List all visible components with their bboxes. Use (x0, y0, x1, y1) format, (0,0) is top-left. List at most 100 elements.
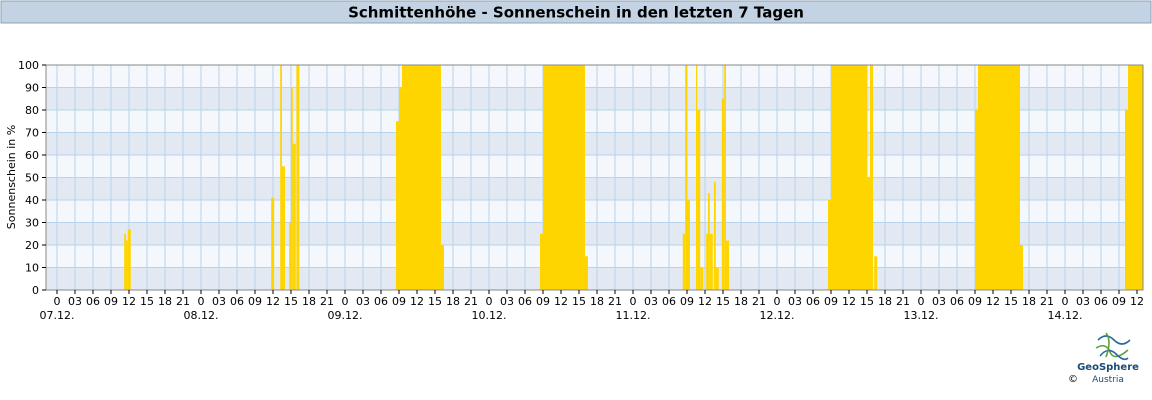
bar (431, 65, 435, 290)
x-tick-label: 15 (140, 295, 154, 308)
x-tick-label: 09 (680, 295, 694, 308)
bar (419, 65, 423, 290)
bar (404, 65, 408, 290)
y-tick-label: 60 (25, 149, 39, 162)
y-axis-label: Sonnenschein in % (5, 125, 18, 229)
x-tick-label: 0 (1061, 295, 1068, 308)
x-tick-label: 12 (266, 295, 280, 308)
bar (1010, 65, 1014, 290)
x-tick-label: 03 (932, 295, 946, 308)
x-tick-label: 18 (734, 295, 748, 308)
x-tick-label: 09 (824, 295, 838, 308)
x-tick-label: 03 (788, 295, 802, 308)
x-tick-label: 06 (518, 295, 532, 308)
bar (713, 182, 716, 290)
bar (548, 65, 552, 290)
bar (700, 267, 704, 290)
y-tick-label: 40 (25, 194, 39, 207)
bar (1127, 65, 1131, 290)
x-tick-label: 06 (662, 295, 676, 308)
x-tick-label: 0 (485, 295, 492, 308)
bar (863, 65, 867, 290)
x-tick-label: 09 (536, 295, 550, 308)
bar (709, 233, 713, 290)
bar (413, 65, 417, 290)
bar (686, 200, 690, 290)
day-label: 09.12. (327, 309, 362, 322)
bar (398, 87, 402, 290)
x-tick-label: 18 (446, 295, 460, 308)
x-tick-label: 0 (629, 295, 636, 308)
bar (860, 65, 864, 290)
y-tick-label: 90 (25, 82, 39, 95)
bar (545, 65, 549, 290)
x-tick-label: 18 (302, 295, 316, 308)
x-tick-label: 12 (842, 295, 856, 308)
grid-band (46, 155, 1143, 178)
bar (839, 65, 843, 290)
bar (706, 233, 708, 290)
bar (842, 65, 846, 290)
x-tick-label: 15 (284, 295, 298, 308)
x-tick-label: 18 (1022, 295, 1036, 308)
day-label: 12.12. (759, 309, 794, 322)
bar (416, 65, 420, 290)
x-tick-label: 21 (320, 295, 334, 308)
x-tick-label: 12 (410, 295, 424, 308)
x-tick-label: 06 (950, 295, 964, 308)
title-bar (0, 0, 1152, 24)
x-tick-label: 03 (356, 295, 370, 308)
x-tick-label: 09 (392, 295, 406, 308)
bar (428, 65, 432, 290)
x-tick-label: 0 (53, 295, 60, 308)
bar (281, 166, 285, 290)
x-tick-label: 15 (716, 295, 730, 308)
grid-band (46, 110, 1143, 133)
bar (830, 65, 834, 290)
logo-sub: Austria (1092, 375, 1124, 385)
y-tick-label: 80 (25, 104, 39, 117)
x-tick-label: 12 (1130, 295, 1144, 308)
bar (866, 177, 870, 290)
bar (124, 233, 126, 290)
bar (1019, 245, 1023, 290)
x-tick-label: 03 (644, 295, 658, 308)
bar (1007, 65, 1011, 290)
day-label: 10.12. (471, 309, 506, 322)
x-tick-label: 18 (158, 295, 172, 308)
day-label: 07.12. (39, 309, 74, 322)
y-tick-label: 100 (18, 59, 39, 72)
bar (725, 240, 729, 290)
bar (854, 65, 858, 290)
bar (584, 256, 588, 290)
logo-name: GeoSphere (1077, 362, 1139, 373)
bar (401, 65, 405, 290)
bar (695, 65, 698, 290)
bar (707, 193, 710, 290)
bar (857, 65, 861, 290)
bar (440, 245, 444, 290)
bar (296, 65, 300, 290)
x-tick-label: 0 (917, 295, 924, 308)
bar (271, 197, 275, 290)
y-tick-label: 30 (25, 217, 39, 230)
x-tick-label: 06 (1094, 295, 1108, 308)
x-tick-label: 21 (608, 295, 622, 308)
x-tick-label: 15 (572, 295, 586, 308)
bar (869, 65, 873, 290)
bar (280, 65, 282, 290)
day-label: 13.12. (903, 309, 938, 322)
bar (992, 65, 996, 290)
bar (575, 65, 579, 290)
day-label: 11.12. (615, 309, 650, 322)
logo (1095, 332, 1131, 361)
bar (851, 65, 855, 290)
x-tick-label: 03 (68, 295, 82, 308)
x-tick-label: 0 (773, 295, 780, 308)
x-tick-label: 21 (896, 295, 910, 308)
chart-title: Schmittenhöhe - Sonnenschein in den letz… (348, 4, 804, 22)
grid-band (46, 132, 1143, 155)
y-tick-label: 50 (25, 172, 39, 185)
bar (980, 65, 984, 290)
